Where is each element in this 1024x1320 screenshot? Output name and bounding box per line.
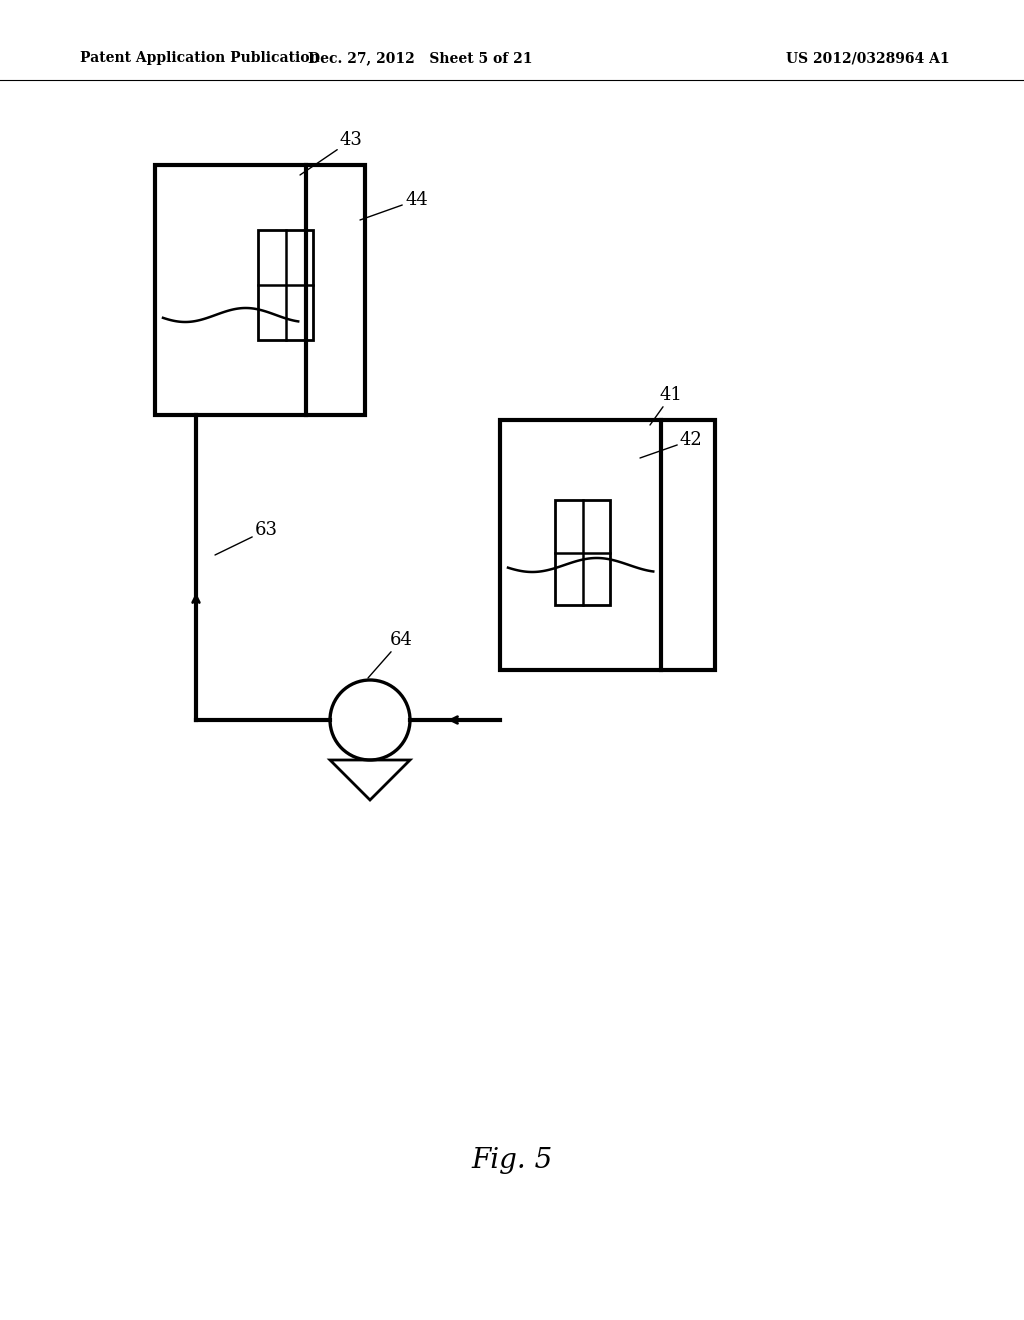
Bar [500, 420, 715, 671]
Text: Fig. 5: Fig. 5 [471, 1147, 553, 1173]
Text: Dec. 27, 2012   Sheet 5 of 21: Dec. 27, 2012 Sheet 5 of 21 [308, 51, 532, 65]
Bar [155, 165, 365, 414]
Bar [258, 230, 313, 341]
Text: Patent Application Publication: Patent Application Publication [80, 51, 319, 65]
Text: 43: 43 [300, 131, 362, 176]
Bar [555, 500, 610, 605]
Text: 63: 63 [215, 521, 278, 554]
Text: 44: 44 [360, 191, 428, 220]
Text: 41: 41 [650, 385, 683, 425]
Text: 64: 64 [368, 631, 413, 678]
Text: 42: 42 [640, 432, 702, 458]
Text: US 2012/0328964 A1: US 2012/0328964 A1 [786, 51, 950, 65]
